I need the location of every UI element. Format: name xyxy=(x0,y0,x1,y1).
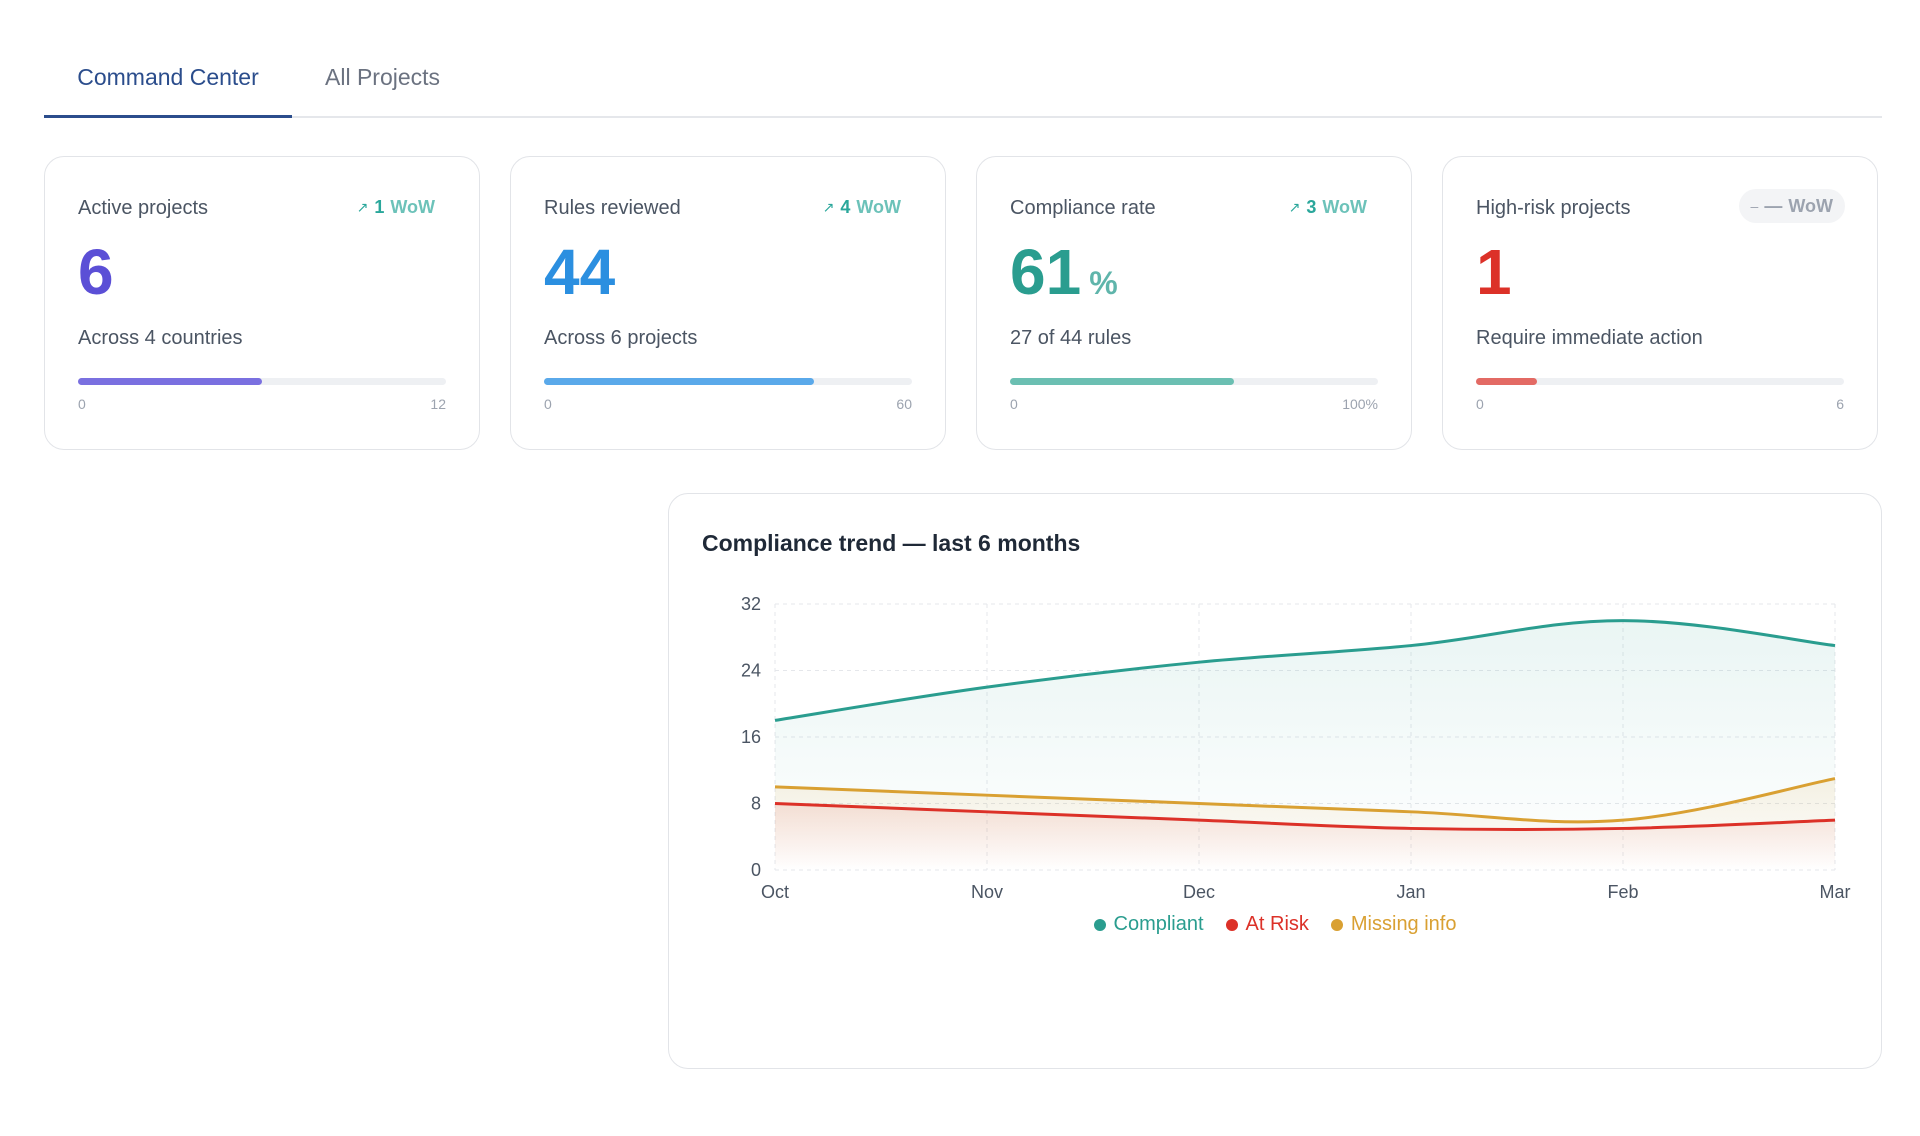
kpi-label: Rules reviewed xyxy=(544,197,681,219)
tab-bar: Command Center All Projects xyxy=(44,50,1882,118)
trend-value: 4 xyxy=(840,197,851,217)
trend-unit: WoW xyxy=(390,197,435,217)
series-line-at-risk xyxy=(774,802,1836,832)
compliance-trend-panel: Compliance trend — last 6 months 0 8 16 24 3… xyxy=(668,493,1882,1069)
progress-max-label: 12 xyxy=(430,396,446,412)
kpi-trend-neutral: – — WoW xyxy=(1738,189,1845,223)
legend-swatch xyxy=(1330,918,1343,931)
kpi-trend: ↗ 3 WoW xyxy=(1289,197,1367,218)
kpi-progress-fill xyxy=(1010,378,1235,385)
legend-label: At Risk xyxy=(1245,913,1309,935)
x-tick-label: Mar xyxy=(1820,882,1851,902)
kpi-label: Compliance rate xyxy=(1010,197,1156,219)
trend-up-icon: ↗ xyxy=(1288,199,1301,215)
kpi-progress-fill xyxy=(78,378,262,385)
tab-all-projects[interactable]: All Projects xyxy=(325,64,441,90)
legend-item[interactable]: Compliant xyxy=(1093,913,1204,936)
trend-up-icon: ↗ xyxy=(822,199,835,215)
chart-title: Compliance trend — last 6 months xyxy=(702,530,1081,556)
chart-legend: Compliant At Risk Missing info xyxy=(669,913,1881,936)
series-line-compliant xyxy=(774,619,1836,722)
x-tick-label: Jan xyxy=(1396,882,1425,902)
kpi-progress-bar xyxy=(1476,378,1844,385)
kpi-card-rules-reviewed: Rules reviewed ↗ 4 WoW 44 Across 6 proje… xyxy=(510,156,946,450)
trend-up-icon: ↗ xyxy=(356,199,369,215)
kpi-card-active-projects: Active projects ↗ 1 WoW 6 Across 4 count… xyxy=(44,156,480,450)
series-line-missing-info xyxy=(774,777,1836,824)
progress-min-label: 0 xyxy=(544,396,552,412)
y-tick-label: 32 xyxy=(741,594,761,614)
progress-max-label: 100% xyxy=(1342,396,1378,412)
progress-min-label: 0 xyxy=(78,396,86,412)
kpi-unit: % xyxy=(1089,265,1118,301)
kpi-trend: ↗ 4 WoW xyxy=(823,197,901,218)
x-tick-label: Dec xyxy=(1183,882,1215,902)
kpi-progress-bar xyxy=(78,378,446,385)
trend-unit: WoW xyxy=(1788,195,1833,216)
kpi-subtitle: 27 of 44 rules xyxy=(1010,327,1132,349)
kpi-subtitle: Across 6 projects xyxy=(544,327,698,349)
y-tick-label: 16 xyxy=(741,727,761,747)
kpi-subtitle: Require immediate action xyxy=(1476,327,1703,349)
legend-label: Compliant xyxy=(1113,913,1204,935)
kpi-progress-fill xyxy=(1476,378,1538,385)
trend-value: 1 xyxy=(374,197,385,217)
tab-command-center[interactable]: Command Center xyxy=(77,64,259,90)
trend-unit: WoW xyxy=(856,197,901,217)
trend-unit: WoW xyxy=(1322,197,1367,217)
progress-min-label: 0 xyxy=(1010,396,1018,412)
y-tick-label: 0 xyxy=(751,860,761,880)
kpi-value: 1 xyxy=(1476,236,1512,308)
kpi-label: Active projects xyxy=(78,197,209,219)
progress-max-label: 60 xyxy=(896,396,912,412)
kpi-progress-bar xyxy=(1010,378,1378,385)
kpi-trend: ↗ 1 WoW xyxy=(357,197,435,218)
legend-item[interactable]: Missing info xyxy=(1330,913,1457,936)
legend-swatch xyxy=(1225,918,1238,931)
kpi-card-high-risk-projects: High-risk projects – — WoW 1 Require imm… xyxy=(1442,156,1878,450)
kpi-card-compliance-rate: Compliance rate ↗ 3 WoW 61% 27 of 44 rul… xyxy=(976,156,1412,450)
progress-min-label: 0 xyxy=(1476,396,1484,412)
kpi-progress-fill xyxy=(544,378,814,385)
progress-max-label: 6 xyxy=(1836,396,1844,412)
trend-value: — xyxy=(1764,195,1783,216)
legend-item[interactable]: At Risk xyxy=(1225,913,1309,936)
compliance-trend-chart: 0 8 16 24 32 Oct Nov Dec Jan Feb Mar xyxy=(741,594,1851,902)
x-tick-label: Oct xyxy=(761,882,789,902)
kpi-progress-bar xyxy=(544,378,912,385)
x-tick-label: Nov xyxy=(971,882,1003,902)
kpi-value: 6 xyxy=(78,236,114,308)
y-tick-label: 24 xyxy=(741,661,761,681)
active-tab-indicator xyxy=(44,115,292,118)
kpi-value: 44 xyxy=(544,236,616,308)
x-tick-label: Feb xyxy=(1607,882,1638,902)
kpi-subtitle: Across 4 countries xyxy=(78,327,243,349)
trend-flat-icon: – xyxy=(1750,198,1759,214)
kpi-value: 61% xyxy=(1010,236,1118,308)
trend-value: 3 xyxy=(1306,197,1317,217)
legend-label: Missing info xyxy=(1350,913,1457,935)
legend-swatch xyxy=(1093,918,1106,931)
kpi-label: High-risk projects xyxy=(1476,197,1631,219)
y-tick-label: 8 xyxy=(751,794,761,814)
